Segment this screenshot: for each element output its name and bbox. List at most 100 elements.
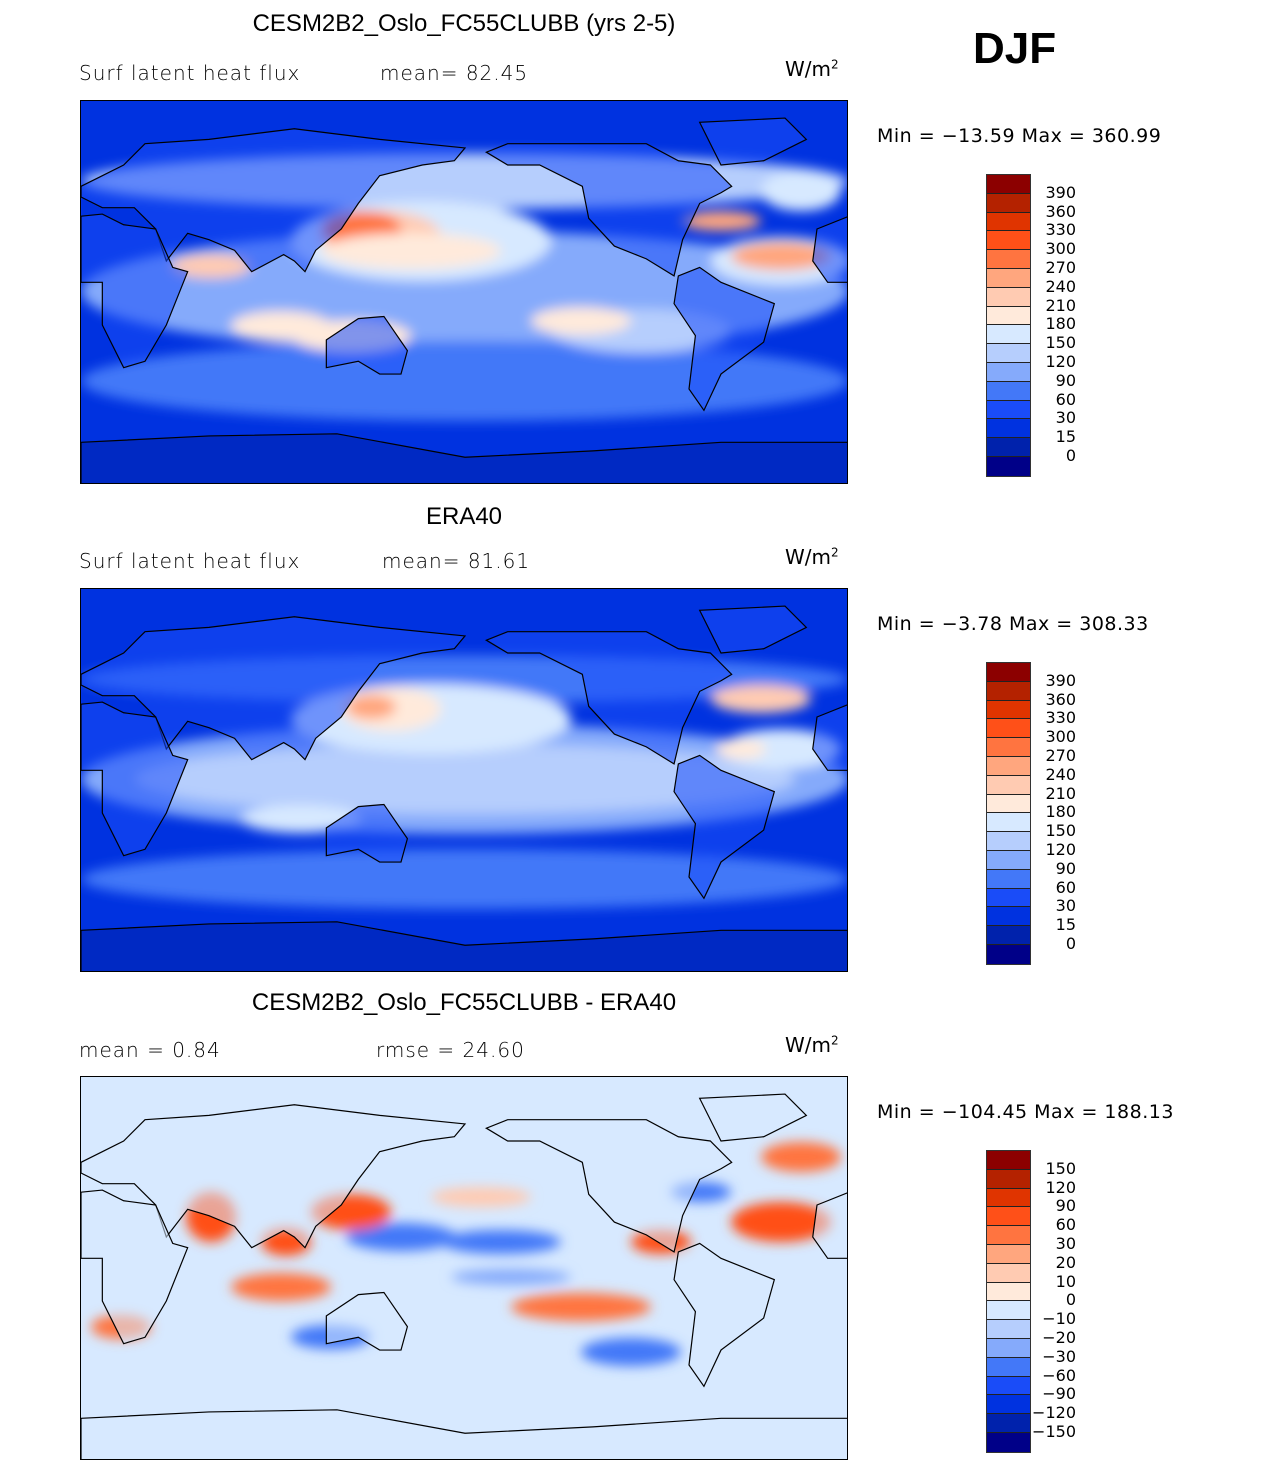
units-exponent: 2 — [831, 57, 839, 72]
colorbar-tick-label: 240 — [1045, 276, 1076, 296]
colorbar-tick-label: 270 — [1045, 746, 1076, 765]
colorbar-bin — [987, 944, 1030, 964]
colorbar-bin — [987, 1320, 1030, 1339]
colorbar-bin — [987, 719, 1030, 739]
colorbar-bin — [987, 1244, 1030, 1264]
colorbar-bin — [987, 775, 1030, 795]
colorbar-tick-label: 30 — [1055, 408, 1076, 428]
coastline-namer — [484, 631, 733, 765]
colorbar-bin — [987, 1263, 1030, 1283]
colorbar-bin — [987, 268, 1030, 288]
colorbar-bin — [987, 794, 1030, 814]
colorbar-tick-label: 360 — [1045, 689, 1076, 709]
colorbar-bin — [987, 813, 1030, 833]
contour-region — [531, 307, 631, 335]
contour-region — [431, 1187, 531, 1207]
variable-label: Surf latent heat flux — [79, 61, 301, 85]
coastline-antarctica — [81, 921, 847, 971]
colorbar-tick-label: 60 — [1055, 1215, 1076, 1235]
coastline-australia — [325, 1291, 409, 1351]
colorbar-tick-label: 60 — [1055, 389, 1076, 409]
units-label: W/m2 — [785, 1033, 839, 1057]
colorbar-bin — [987, 287, 1030, 307]
colorbar-tick-label: 390 — [1045, 670, 1076, 690]
colorbar-bin — [987, 1151, 1030, 1170]
coastline-namer — [484, 1119, 733, 1253]
colorbar-tick-label: −20 — [1042, 1328, 1076, 1347]
mean-label: mean= 81.61 — [382, 549, 531, 573]
contour-region — [681, 211, 761, 231]
colorbar-tick-label: 120 — [1045, 1177, 1076, 1197]
rmse-label: rmse = 24.60 — [376, 1038, 525, 1062]
colorbar-bin — [987, 306, 1030, 326]
colorbar-tick-label: 10 — [1055, 1271, 1076, 1291]
colorbar-bin — [987, 738, 1030, 757]
colorbar-tick-label: 120 — [1045, 840, 1076, 859]
coastline-australia — [325, 803, 409, 863]
panel-title: CESM2B2_Oslo_FC55CLUBB - ERA40 — [251, 989, 677, 1016]
colorbar-tick-label: −120 — [1032, 1403, 1076, 1423]
colorbar — [986, 662, 1031, 965]
colorbar-tick-label: 0 — [1065, 446, 1076, 465]
colorbar-bin — [987, 381, 1030, 401]
units-exponent: 2 — [831, 545, 839, 560]
colorbar-tick-label: 120 — [1045, 352, 1076, 371]
units-text: W/m — [785, 57, 831, 81]
coastline-africaW — [812, 704, 847, 771]
colorbar-tick-label: 150 — [1045, 333, 1076, 353]
colorbar-bin — [987, 1188, 1030, 1208]
contour-region — [171, 254, 251, 278]
min-max-label: Min = −3.78 Max = 308.33 — [877, 613, 1149, 635]
contour-region — [511, 1293, 651, 1321]
colorbar-bin — [987, 456, 1030, 476]
colorbar-bin — [987, 1169, 1030, 1189]
contour-region — [81, 849, 847, 909]
units-exponent: 2 — [831, 1033, 839, 1048]
colorbar-tick-label: 0 — [1065, 934, 1076, 953]
contour-region — [321, 233, 501, 269]
min-max-label: Min = −13.59 Max = 360.99 — [877, 125, 1162, 147]
colorbar-bin — [987, 175, 1030, 194]
colorbar-tick-label: 90 — [1055, 370, 1076, 390]
contour-region — [761, 1142, 841, 1172]
colorbar — [986, 174, 1031, 477]
units-text: W/m — [785, 1033, 831, 1057]
colorbar-tick-label: 300 — [1045, 727, 1076, 747]
colorbar-bin — [987, 1226, 1030, 1245]
colorbar-bin — [987, 1338, 1030, 1358]
colorbar-tick-label: 210 — [1045, 783, 1076, 803]
colorbar-tick-label: 240 — [1045, 764, 1076, 784]
map-svg — [81, 101, 847, 483]
coastline-greenland — [698, 1093, 808, 1142]
units-label: W/m2 — [785, 545, 839, 569]
colorbar-tick-label: 90 — [1055, 858, 1076, 878]
colorbar-tick-label: 390 — [1045, 182, 1076, 202]
colorbar-tick-label: −30 — [1042, 1346, 1076, 1366]
variable-label: Surf latent heat flux — [79, 549, 301, 573]
coastline-samer — [673, 266, 776, 412]
colorbar — [986, 1150, 1031, 1453]
colorbar-bin — [987, 1414, 1030, 1433]
coastline-africa — [81, 1189, 189, 1345]
colorbar-bin — [987, 400, 1030, 420]
colorbar-bin — [987, 1207, 1030, 1227]
colorbar-tick-label: 30 — [1055, 896, 1076, 916]
colorbar-tick-label: 180 — [1045, 314, 1076, 334]
colorbar-tick-label: 330 — [1045, 708, 1076, 728]
colorbar-bin — [987, 681, 1030, 701]
map-plot — [80, 1076, 848, 1460]
coastline-greenland — [698, 117, 808, 166]
colorbar-bin — [987, 663, 1030, 682]
coastline-africaW — [812, 216, 847, 283]
colorbar-bin — [987, 438, 1030, 457]
colorbar-tick-label: 15 — [1055, 915, 1076, 935]
colorbar-bin — [987, 362, 1030, 382]
colorbar-tick-label: 90 — [1055, 1196, 1076, 1216]
colorbar-bin — [987, 907, 1030, 927]
colorbar-tick-label: 150 — [1045, 821, 1076, 841]
colorbar-bin — [987, 888, 1030, 908]
contour-region — [231, 311, 331, 341]
coastline-samer — [673, 754, 776, 900]
coastline-africaW — [812, 1192, 847, 1259]
panel-title: CESM2B2_Oslo_FC55CLUBB (yrs 2-5) — [252, 10, 676, 37]
